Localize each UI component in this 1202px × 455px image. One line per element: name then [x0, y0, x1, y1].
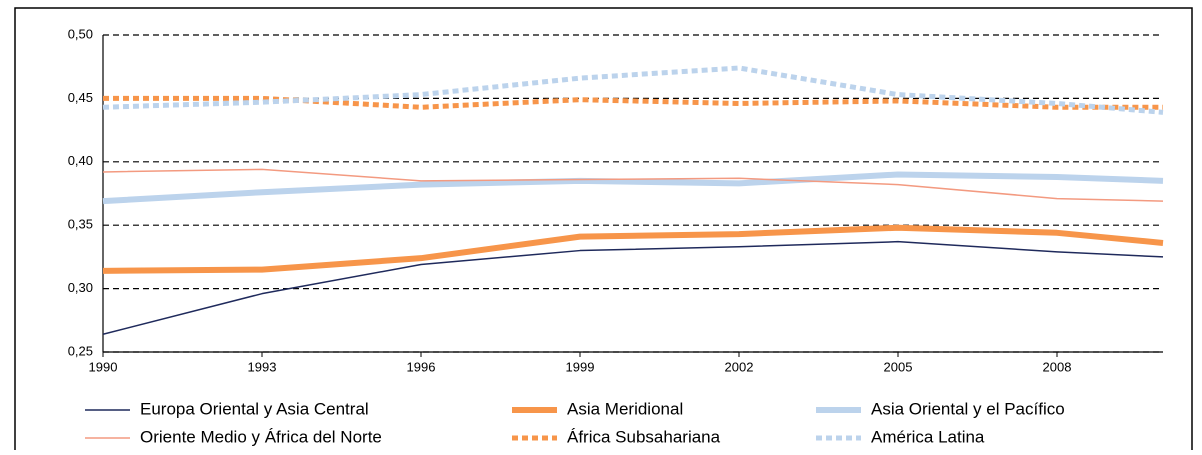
y-tick-label: 0,35: [68, 217, 93, 232]
legend-label: América Latina: [871, 427, 985, 446]
x-tick-label: 2005: [884, 359, 913, 374]
series-line: [102, 65, 1164, 115]
legend-label: Asia Meridional: [567, 399, 683, 418]
series-line: [102, 171, 1164, 205]
y-tick-label: 0,25: [68, 343, 93, 358]
series-line: [102, 224, 1164, 274]
y-tick-label: 0,50: [68, 26, 93, 41]
y-tick-label: 0,30: [68, 280, 93, 295]
legend-label: África Subsahariana: [567, 427, 721, 446]
x-tick-label: 2002: [725, 359, 754, 374]
y-tick-label: 0,45: [68, 90, 93, 105]
legend-label: Europa Oriental y Asia Central: [140, 399, 369, 418]
x-tick-label: 2008: [1043, 359, 1072, 374]
series-line: [102, 168, 1164, 202]
x-tick-label: 1999: [566, 359, 595, 374]
x-tick-label: 1993: [248, 359, 277, 374]
legend-label: Asia Oriental y el Pacífico: [871, 399, 1065, 418]
x-tick-label: 1990: [89, 359, 118, 374]
series-line: [102, 240, 1164, 335]
y-tick-label: 0,40: [68, 153, 93, 168]
legend-label: Oriente Medio y África del Norte: [140, 427, 382, 446]
x-tick-label: 1996: [407, 359, 436, 374]
chart-frame: [14, 7, 1193, 455]
